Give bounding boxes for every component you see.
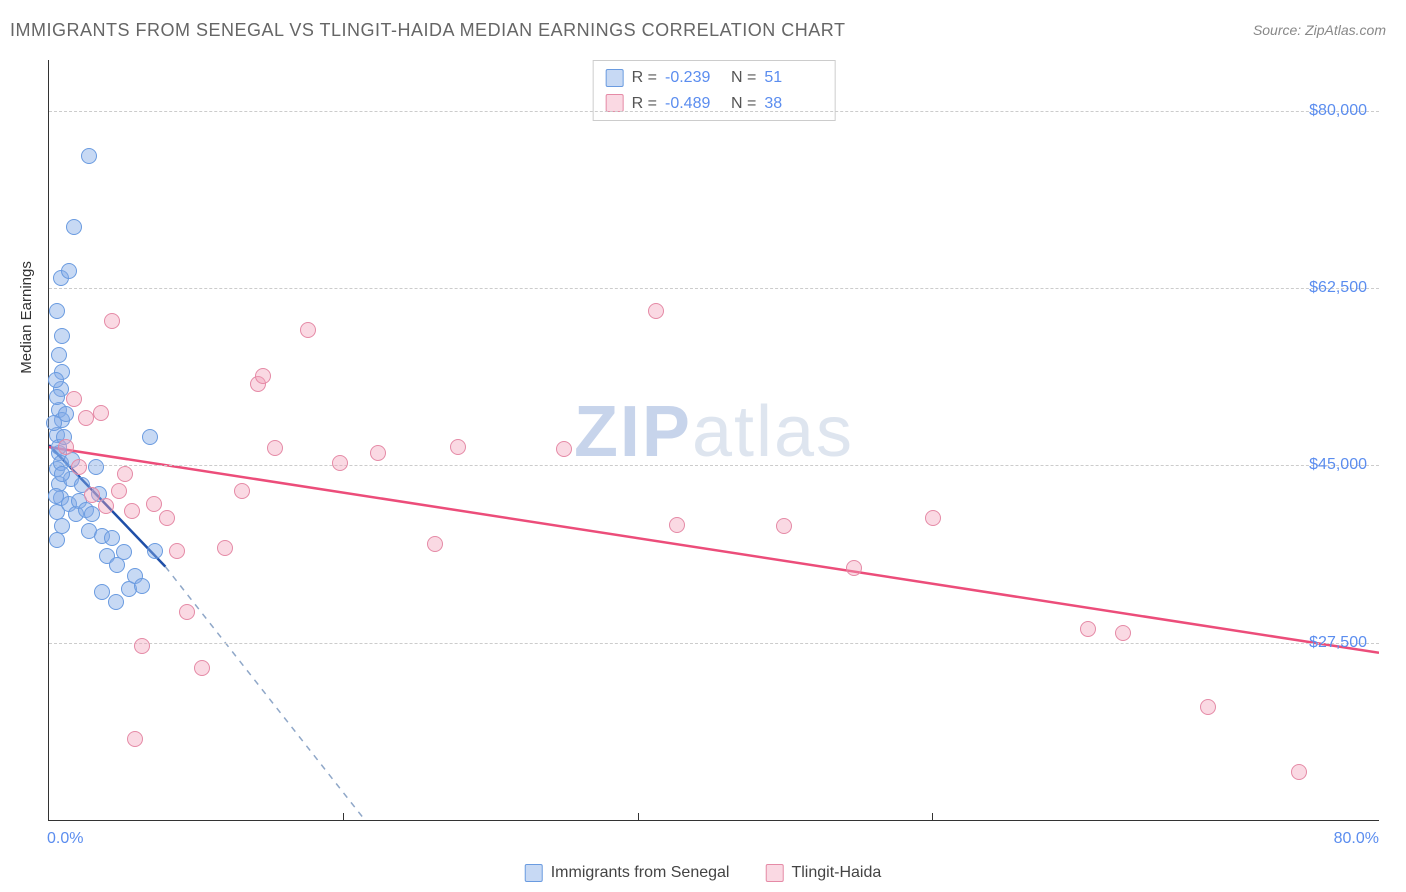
y-tick-label: $27,500 xyxy=(1309,634,1367,652)
scatter-point-senegal xyxy=(48,488,64,504)
scatter-point-senegal xyxy=(61,263,77,279)
y-tick-label: $45,000 xyxy=(1309,456,1367,474)
scatter-point-tlingit xyxy=(194,660,210,676)
swatch-senegal xyxy=(606,69,624,87)
scatter-point-tlingit xyxy=(1080,621,1096,637)
scatter-point-senegal xyxy=(116,544,132,560)
scatter-point-senegal xyxy=(54,328,70,344)
scatter-point-tlingit xyxy=(1200,699,1216,715)
scatter-point-senegal xyxy=(54,466,70,482)
scatter-point-tlingit xyxy=(78,410,94,426)
scatter-point-tlingit xyxy=(776,518,792,534)
scatter-point-senegal xyxy=(81,148,97,164)
scatter-point-senegal xyxy=(49,303,65,319)
scatter-point-tlingit xyxy=(179,604,195,620)
scatter-point-senegal xyxy=(48,372,64,388)
swatch-senegal xyxy=(525,864,543,882)
correlation-row-senegal: R = -0.239 N = 51 xyxy=(606,65,823,91)
gridline-horizontal xyxy=(49,643,1379,644)
scatter-point-tlingit xyxy=(104,313,120,329)
legend-label-tlingit: Tlingit-Haida xyxy=(791,864,881,882)
scatter-point-tlingit xyxy=(427,536,443,552)
scatter-point-senegal xyxy=(104,530,120,546)
x-tick-mark xyxy=(638,813,639,821)
plot-area: ZIPatlas R = -0.239 N = 51 R = -0.489 N … xyxy=(48,60,1379,821)
scatter-point-tlingit xyxy=(370,445,386,461)
source-attribution: Source: ZipAtlas.com xyxy=(1253,22,1386,38)
scatter-point-tlingit xyxy=(332,455,348,471)
scatter-point-tlingit xyxy=(117,466,133,482)
scatter-point-tlingit xyxy=(450,439,466,455)
n-label: N = xyxy=(731,65,756,91)
scatter-point-tlingit xyxy=(300,322,316,338)
scatter-point-tlingit xyxy=(267,440,283,456)
scatter-point-tlingit xyxy=(58,439,74,455)
scatter-point-tlingit xyxy=(134,638,150,654)
gridline-horizontal xyxy=(49,111,1379,112)
scatter-point-tlingit xyxy=(98,498,114,514)
scatter-point-tlingit xyxy=(124,503,140,519)
scatter-point-tlingit xyxy=(71,459,87,475)
scatter-point-tlingit xyxy=(846,560,862,576)
scatter-point-tlingit xyxy=(84,487,100,503)
x-tick-label: 0.0% xyxy=(47,830,83,848)
legend-item-tlingit: Tlingit-Haida xyxy=(765,864,881,882)
y-axis-title: Median Earnings xyxy=(18,261,35,374)
gridline-horizontal xyxy=(49,465,1379,466)
scatter-point-tlingit xyxy=(1291,764,1307,780)
legend-item-senegal: Immigrants from Senegal xyxy=(525,864,730,882)
swatch-tlingit xyxy=(765,864,783,882)
trend-lines-svg xyxy=(49,60,1379,820)
scatter-point-tlingit xyxy=(1115,625,1131,641)
r-label: R = xyxy=(632,65,657,91)
scatter-point-senegal xyxy=(147,543,163,559)
scatter-point-tlingit xyxy=(146,496,162,512)
n-value-senegal: 51 xyxy=(764,65,822,91)
watermark-right: atlas xyxy=(692,392,854,472)
r-value-tlingit: -0.489 xyxy=(665,91,723,117)
scatter-point-tlingit xyxy=(556,441,572,457)
scatter-point-tlingit xyxy=(255,368,271,384)
y-tick-label: $80,000 xyxy=(1309,102,1367,120)
correlation-row-tlingit: R = -0.489 N = 38 xyxy=(606,91,823,117)
scatter-point-tlingit xyxy=(169,543,185,559)
scatter-point-senegal xyxy=(134,578,150,594)
gridline-horizontal xyxy=(49,288,1379,289)
y-tick-label: $62,500 xyxy=(1309,279,1367,297)
scatter-point-tlingit xyxy=(66,391,82,407)
scatter-point-tlingit xyxy=(217,540,233,556)
legend-label-senegal: Immigrants from Senegal xyxy=(551,864,730,882)
scatter-point-senegal xyxy=(108,594,124,610)
scatter-point-senegal xyxy=(49,532,65,548)
r-label: R = xyxy=(632,91,657,117)
scatter-point-senegal xyxy=(142,429,158,445)
scatter-point-tlingit xyxy=(93,405,109,421)
watermark-left: ZIP xyxy=(574,392,692,472)
scatter-point-senegal xyxy=(88,459,104,475)
chart-title: IMMIGRANTS FROM SENEGAL VS TLINGIT-HAIDA… xyxy=(10,20,845,41)
scatter-point-tlingit xyxy=(925,510,941,526)
scatter-point-tlingit xyxy=(159,510,175,526)
scatter-point-tlingit xyxy=(669,517,685,533)
scatter-point-senegal xyxy=(66,219,82,235)
r-value-senegal: -0.239 xyxy=(665,65,723,91)
x-tick-mark xyxy=(932,813,933,821)
x-tick-mark xyxy=(343,813,344,821)
scatter-point-tlingit xyxy=(111,483,127,499)
n-label: N = xyxy=(731,91,756,117)
scatter-point-tlingit xyxy=(648,303,664,319)
scatter-point-senegal xyxy=(51,347,67,363)
series-legend: Immigrants from Senegal Tlingit-Haida xyxy=(525,864,882,882)
x-tick-label: 80.0% xyxy=(1334,830,1379,848)
scatter-point-senegal xyxy=(49,389,65,405)
scatter-point-tlingit xyxy=(127,731,143,747)
scatter-point-senegal xyxy=(46,415,62,431)
watermark: ZIPatlas xyxy=(574,391,854,473)
correlation-legend-box: R = -0.239 N = 51 R = -0.489 N = 38 xyxy=(593,60,836,121)
n-value-tlingit: 38 xyxy=(764,91,822,117)
chart-container: IMMIGRANTS FROM SENEGAL VS TLINGIT-HAIDA… xyxy=(0,0,1406,892)
scatter-point-tlingit xyxy=(234,483,250,499)
